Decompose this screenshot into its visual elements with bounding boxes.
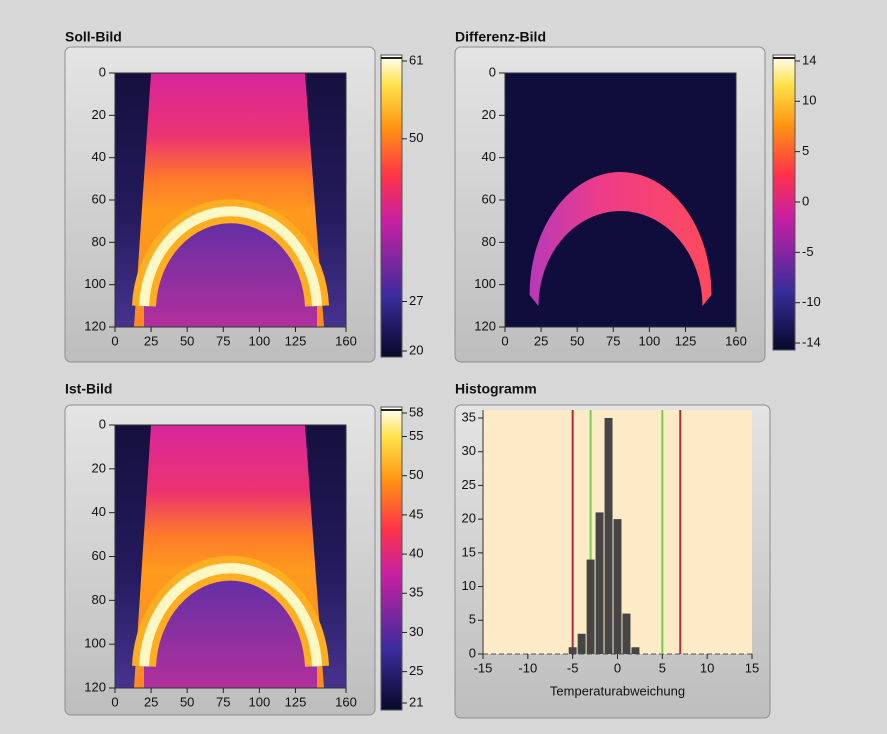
x-tick-label: 160 [725, 333, 747, 348]
x-tick-label: 100 [639, 333, 661, 348]
x-tick-label: 100 [249, 694, 271, 709]
y-tick-label: 40 [92, 149, 106, 164]
colorbar [380, 406, 403, 711]
y-tick-label: 100 [84, 636, 106, 651]
y-tick-label: 10 [462, 578, 476, 593]
bar [577, 633, 586, 654]
y-tick-label: 35 [462, 409, 476, 424]
x-axis-label: Temperaturabweichung [550, 683, 685, 698]
colorbar-tick-label: 55 [409, 428, 423, 443]
x-tick-label: 0 [614, 660, 621, 675]
colorbar-tick-label: -5 [802, 244, 814, 259]
y-tick-label: 60 [482, 191, 496, 206]
colorbar-tick-label: 21 [409, 694, 423, 709]
x-tick-label: 160 [335, 333, 357, 348]
colorbar-tick-label: 25 [409, 663, 423, 678]
bar [568, 647, 577, 654]
bar [604, 418, 613, 654]
y-tick-label: 120 [84, 318, 106, 333]
y-tick-label: 0 [469, 645, 476, 660]
y-tick-label: 0 [99, 64, 106, 79]
colorbar-tick-label: 20 [409, 342, 423, 357]
x-tick-label: 50 [180, 333, 194, 348]
colorbar-tick-label: 35 [409, 585, 423, 600]
colorbar [380, 54, 403, 358]
x-tick-label: 50 [570, 333, 584, 348]
y-tick-label: 20 [482, 107, 496, 122]
y-tick-label: 80 [482, 234, 496, 249]
colorbar-tick-label: 61 [409, 52, 423, 67]
bar [631, 647, 640, 654]
colorbar-tick-label: 45 [409, 506, 423, 521]
y-tick-label: 5 [469, 612, 476, 627]
x-tick-label: 0 [501, 333, 508, 348]
heatmap-image [505, 73, 736, 327]
x-tick-label: 125 [285, 694, 307, 709]
x-tick-label: 15 [745, 660, 759, 675]
y-tick-label: 15 [462, 544, 476, 559]
y-tick-label: 20 [92, 460, 106, 475]
x-tick-label: -15 [474, 660, 493, 675]
x-tick-label: -5 [567, 660, 579, 675]
colorbar-tick-label: 40 [409, 546, 423, 561]
x-tick-label: 10 [700, 660, 714, 675]
y-tick-label: 0 [99, 416, 106, 431]
chart-title: Soll-Bild [65, 29, 122, 45]
x-tick-label: 25 [534, 333, 548, 348]
y-tick-label: 60 [92, 548, 106, 563]
x-tick-label: 75 [216, 333, 230, 348]
colorbar-tick-label: 14 [802, 52, 816, 67]
x-tick-label: 160 [335, 694, 357, 709]
y-tick-label: 40 [92, 504, 106, 519]
chart-title: Differenz-Bild [455, 29, 546, 45]
chart-title: Ist-Bild [65, 381, 112, 397]
x-tick-label: 25 [144, 333, 158, 348]
colorbar-tick-label: -10 [802, 294, 821, 309]
bar [613, 519, 622, 654]
y-tick-label: 100 [84, 276, 106, 291]
bar [595, 512, 604, 654]
bar [622, 613, 631, 654]
x-tick-label: 0 [111, 333, 118, 348]
x-tick-label: 125 [675, 333, 697, 348]
x-tick-label: 5 [659, 660, 666, 675]
y-tick-label: 80 [92, 592, 106, 607]
colorbar [772, 54, 796, 351]
x-tick-label: 0 [111, 694, 118, 709]
chart-title: Histogramm [455, 381, 537, 397]
colorbar-tick-label: 50 [409, 467, 423, 482]
heatmap-image [115, 73, 346, 327]
y-tick-label: 60 [92, 191, 106, 206]
colorbar-tick-label: 27 [409, 293, 423, 308]
y-tick-label: 40 [482, 149, 496, 164]
x-tick-label: -10 [518, 660, 537, 675]
y-tick-label: 25 [462, 477, 476, 492]
colorbar-tick-label: 30 [409, 624, 423, 639]
bar [586, 559, 595, 654]
y-tick-label: 20 [92, 107, 106, 122]
y-tick-label: 120 [474, 318, 496, 333]
x-tick-label: 75 [606, 333, 620, 348]
x-tick-label: 100 [249, 333, 271, 348]
heatmap-image [115, 425, 346, 688]
y-tick-label: 80 [92, 234, 106, 249]
y-tick-label: 20 [462, 511, 476, 526]
x-tick-label: 125 [285, 333, 307, 348]
colorbar-tick-label: 58 [409, 404, 423, 419]
colorbar-tick-label: -14 [802, 334, 821, 349]
y-tick-label: 120 [84, 679, 106, 694]
x-tick-label: 75 [216, 694, 230, 709]
y-tick-label: 0 [489, 64, 496, 79]
x-tick-label: 25 [144, 694, 158, 709]
colorbar-tick-label: 50 [409, 130, 423, 145]
colorbar-tick-label: 0 [802, 193, 809, 208]
colorbar-tick-label: 5 [802, 143, 809, 158]
x-tick-label: 50 [180, 694, 194, 709]
y-tick-label: 30 [462, 443, 476, 458]
y-tick-label: 100 [474, 276, 496, 291]
colorbar-tick-label: 10 [802, 93, 816, 108]
